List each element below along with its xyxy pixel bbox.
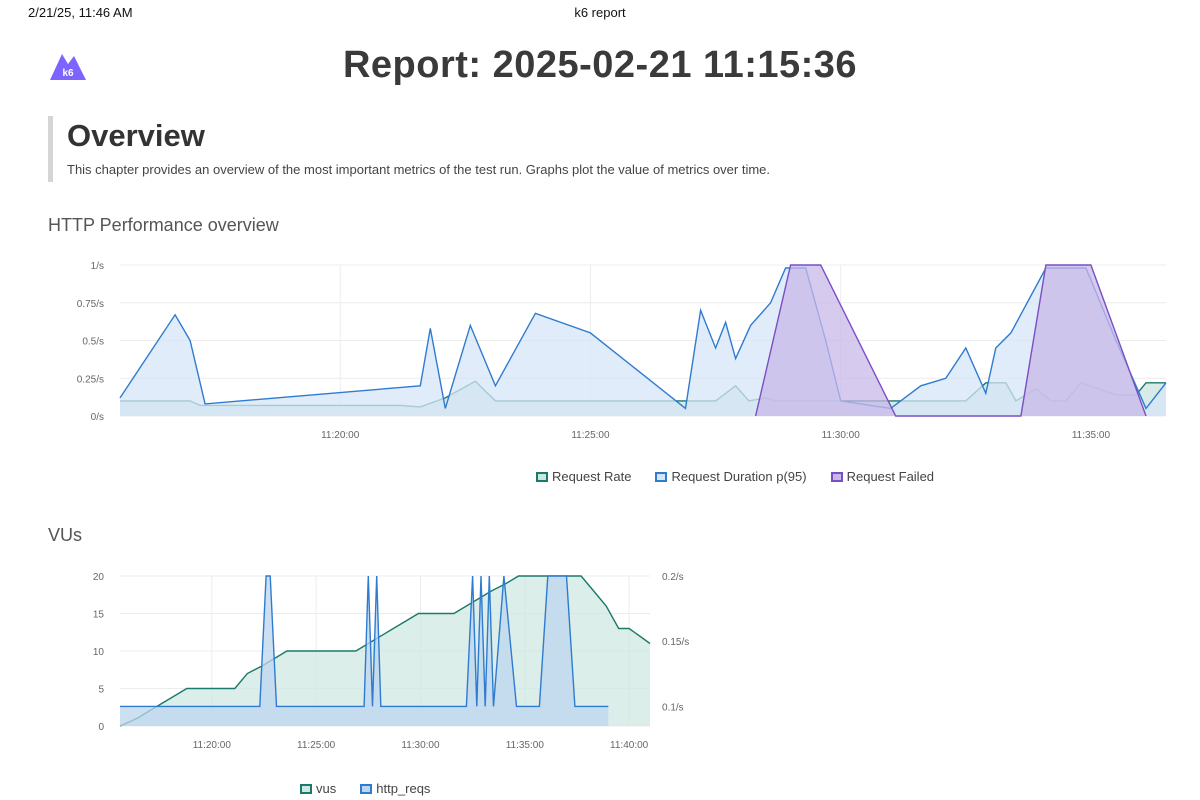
x-tick-label: 11:30:00 bbox=[401, 740, 440, 751]
series-line-request-duration-p-95 bbox=[119, 267, 1167, 410]
series-line-vus bbox=[119, 575, 651, 727]
print-header: 2/21/25, 11:46 AM k6 report bbox=[0, 5, 1200, 21]
print-title: k6 report bbox=[574, 5, 626, 20]
legend-item-request-duration-p-95[interactable]: Request Duration p(95) bbox=[655, 469, 807, 484]
x-tick-label: 11:40:00 bbox=[610, 740, 649, 751]
x-tick-label: 11:30:00 bbox=[822, 430, 861, 441]
vus-section-title: VUs bbox=[48, 525, 83, 545]
legend-item-request-failed[interactable]: Request Failed bbox=[830, 469, 935, 484]
legend-label: Request Failed bbox=[846, 469, 935, 484]
http-section-title: HTTP Performance overview bbox=[48, 215, 279, 235]
page-title: Report: 2025-02-21 11:15:36 bbox=[342, 44, 858, 86]
print-date: 2/21/25, 11:46 AM bbox=[28, 5, 133, 20]
y-right-tick-label: 0.15/s bbox=[662, 637, 689, 648]
y-tick-label: 0.75/s bbox=[77, 299, 104, 310]
overview-section: Overview This chapter provides an overvi… bbox=[48, 116, 1167, 182]
legend-label: vus bbox=[316, 781, 337, 796]
x-tick-label: 11:20:00 bbox=[193, 740, 232, 751]
overview-description: This chapter provides an overview of the… bbox=[67, 162, 771, 177]
y-right-tick-label: 0.2/s bbox=[662, 572, 684, 583]
legend-item-vus[interactable]: vus bbox=[300, 781, 336, 796]
legend-label: http_reqs bbox=[376, 781, 431, 796]
y-tick-label: 15 bbox=[93, 610, 105, 621]
legend-label: Request Rate bbox=[551, 469, 632, 484]
legend-swatch bbox=[300, 783, 312, 794]
x-tick-label: 11:25:00 bbox=[297, 740, 336, 751]
y-tick-label: 0.5/s bbox=[82, 337, 104, 348]
legend-item-request-rate[interactable]: Request Rate bbox=[535, 469, 632, 484]
y-tick-label: 10 bbox=[93, 647, 105, 658]
series-line-http-reqs bbox=[120, 575, 609, 708]
k6-logo-icon: k6 bbox=[48, 50, 88, 82]
series-area-vus bbox=[120, 576, 650, 726]
series-area-request-failed bbox=[755, 265, 1146, 416]
legend-swatch bbox=[655, 471, 668, 482]
x-tick-label: 11:35:00 bbox=[506, 740, 545, 751]
legend-item-http-reqs[interactable]: http_reqs bbox=[360, 781, 430, 796]
y-right-tick-label: 0.1/s bbox=[662, 702, 684, 713]
x-tick-label: 11:25:00 bbox=[571, 430, 610, 441]
y-tick-label: 0 bbox=[98, 722, 104, 733]
y-tick-label: 5 bbox=[98, 685, 104, 696]
legend-label: Request Duration p(95) bbox=[671, 469, 807, 484]
legend-swatch bbox=[830, 471, 843, 482]
series-line-request-failed bbox=[754, 264, 1147, 417]
legend-swatch bbox=[535, 471, 548, 482]
vus-chart-legend: vus http_reqs bbox=[300, 781, 560, 796]
y-tick-label: 1/s bbox=[91, 261, 104, 272]
y-tick-label: 20 bbox=[93, 572, 105, 583]
y-tick-label: 0/s bbox=[91, 412, 104, 423]
vus-chart: 0 5 10 15 20 0.1/s 0.15/s 0.2/s 11:20:00 11:25:00… bbox=[93, 572, 689, 751]
logo-text: k6 bbox=[62, 68, 74, 79]
http-performance-chart: 0/s 0.25/s 0.5/s 0.75/s 1/s 11:20:00 11:25:00 1… bbox=[77, 261, 1167, 441]
y-tick-label: 0.25/s bbox=[77, 374, 104, 385]
x-tick-label: 11:35:00 bbox=[1072, 430, 1111, 441]
x-tick-label: 11:20:00 bbox=[321, 430, 360, 441]
legend-swatch bbox=[360, 783, 373, 794]
http-chart-legend: Request Rate Request Duration p(95) Reques… bbox=[0, 469, 1200, 484]
series-area-request-duration-p-95 bbox=[120, 268, 1166, 416]
overview-heading: Overview bbox=[67, 118, 205, 153]
